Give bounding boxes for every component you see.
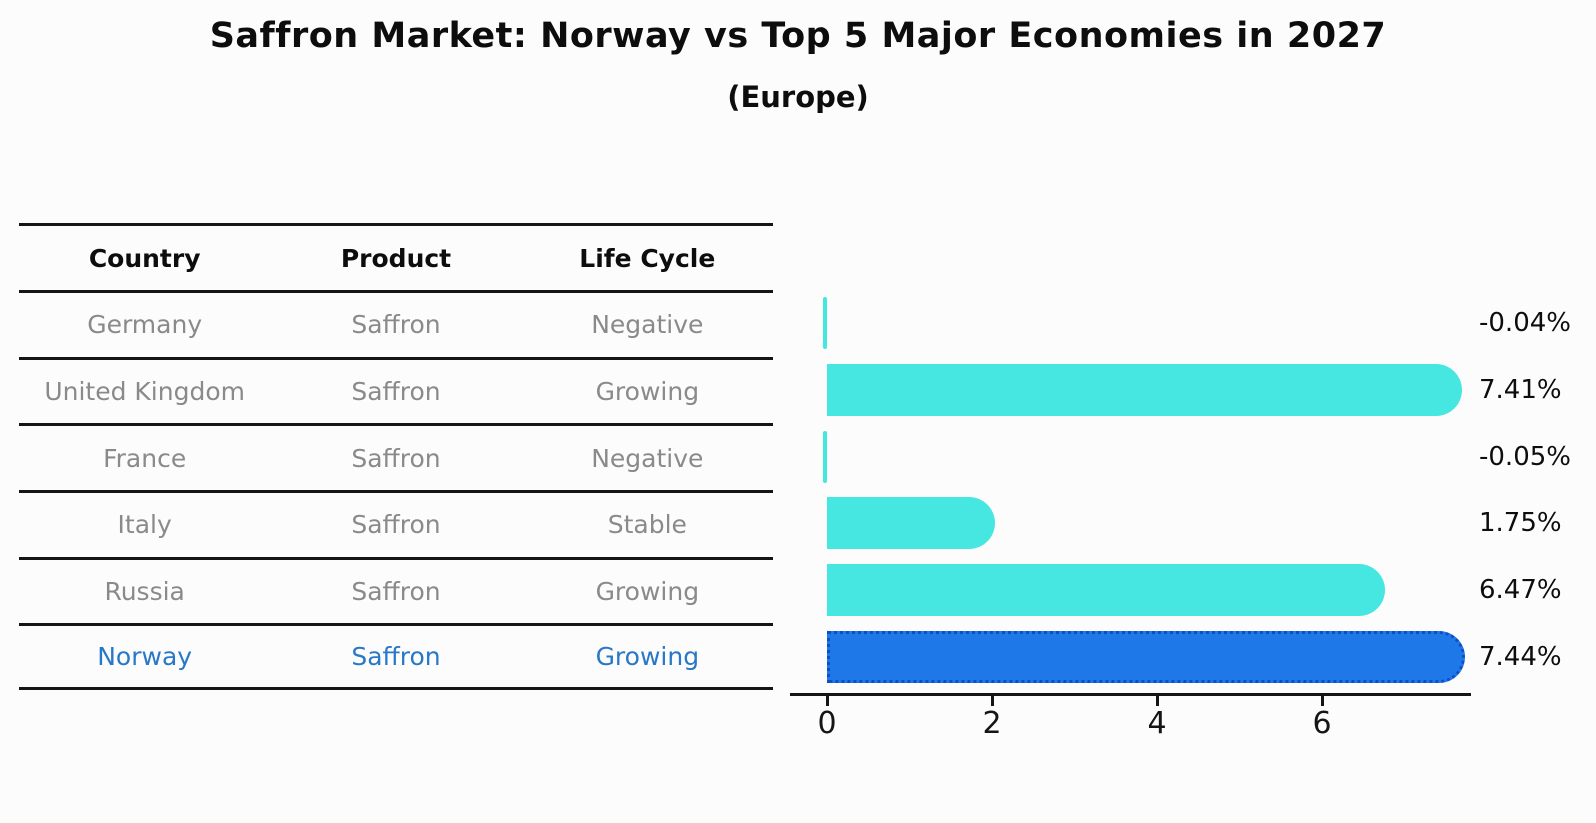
bar-united-kingdom	[827, 364, 1463, 417]
cell-life-cycle: Growing	[595, 577, 700, 607]
x-tick-label-2: 2	[982, 706, 1002, 741]
cell-life-cycle: Negative	[591, 310, 704, 340]
cell-product: Saffron	[351, 443, 441, 473]
table-row-norway: Norway Saffron Growing	[19, 623, 773, 691]
cell-country: Germany	[87, 310, 203, 340]
bar-france	[823, 430, 827, 483]
column-header-country: Country	[88, 243, 201, 273]
x-tick-mark-6	[1320, 696, 1324, 706]
cell-product: Saffron	[351, 577, 441, 607]
cell-country: Italy	[117, 510, 172, 540]
value-label-russia: 6.47%	[1479, 575, 1562, 606]
bar-italy	[827, 497, 996, 550]
column-header-life-cycle: Life Cycle	[579, 243, 716, 273]
table-row-france: France Saffron Negative	[19, 423, 773, 490]
table-row-italy: Italy Saffron Stable	[19, 490, 773, 557]
country-table: Country Product Life Cycle Germany Saffro…	[19, 223, 773, 691]
cell-product: Saffron	[351, 510, 441, 540]
value-label-germany: -0.04%	[1479, 308, 1571, 339]
x-tick-mark-4	[1155, 696, 1159, 706]
bar-russia	[827, 564, 1385, 617]
value-label-italy: 1.75%	[1479, 508, 1562, 539]
x-tick-label-6: 6	[1312, 706, 1332, 741]
x-tick-label-0: 0	[817, 706, 837, 741]
cell-country: Norway	[97, 642, 193, 672]
x-tick-mark-2	[990, 696, 994, 706]
cell-product: Saffron	[351, 310, 441, 340]
column-header-product: Product	[340, 243, 452, 273]
value-label-france: -0.05%	[1479, 441, 1571, 472]
cell-product: Saffron	[351, 642, 441, 672]
cell-country: Russia	[104, 577, 185, 607]
x-tick-mark-0	[825, 696, 829, 706]
cell-country: United Kingdom	[44, 377, 245, 407]
x-axis-line	[790, 693, 1471, 696]
cell-life-cycle: Negative	[591, 443, 704, 473]
bar-norway	[827, 630, 1465, 683]
cell-life-cycle: Growing	[595, 642, 700, 672]
chart-subtitle: (Europe)	[727, 80, 869, 114]
table-row-russia: Russia Saffron Growing	[19, 556, 773, 624]
chart-title: Saffron Market: Norway vs Top 5 Major Ec…	[209, 16, 1387, 56]
table-body: Germany Saffron Negative United Kingdom Saff…	[19, 290, 773, 691]
cell-country: France	[103, 443, 187, 473]
table-row-germany: Germany Saffron Negative	[19, 290, 773, 357]
cell-life-cycle: Growing	[595, 377, 700, 407]
table-row-united-kingdom: United Kingdom Saffron Growing	[19, 356, 773, 424]
cell-product: Saffron	[351, 377, 441, 407]
table-header-row: Country Product Life Cycle	[19, 223, 773, 290]
bar-germany	[823, 297, 827, 350]
value-label-norway: 7.44%	[1479, 641, 1562, 672]
bar-plot-area	[823, 290, 1470, 690]
cell-life-cycle: Stable	[607, 510, 687, 540]
x-tick-label-4: 4	[1147, 706, 1167, 741]
value-label-united-kingdom: 7.41%	[1479, 375, 1562, 406]
